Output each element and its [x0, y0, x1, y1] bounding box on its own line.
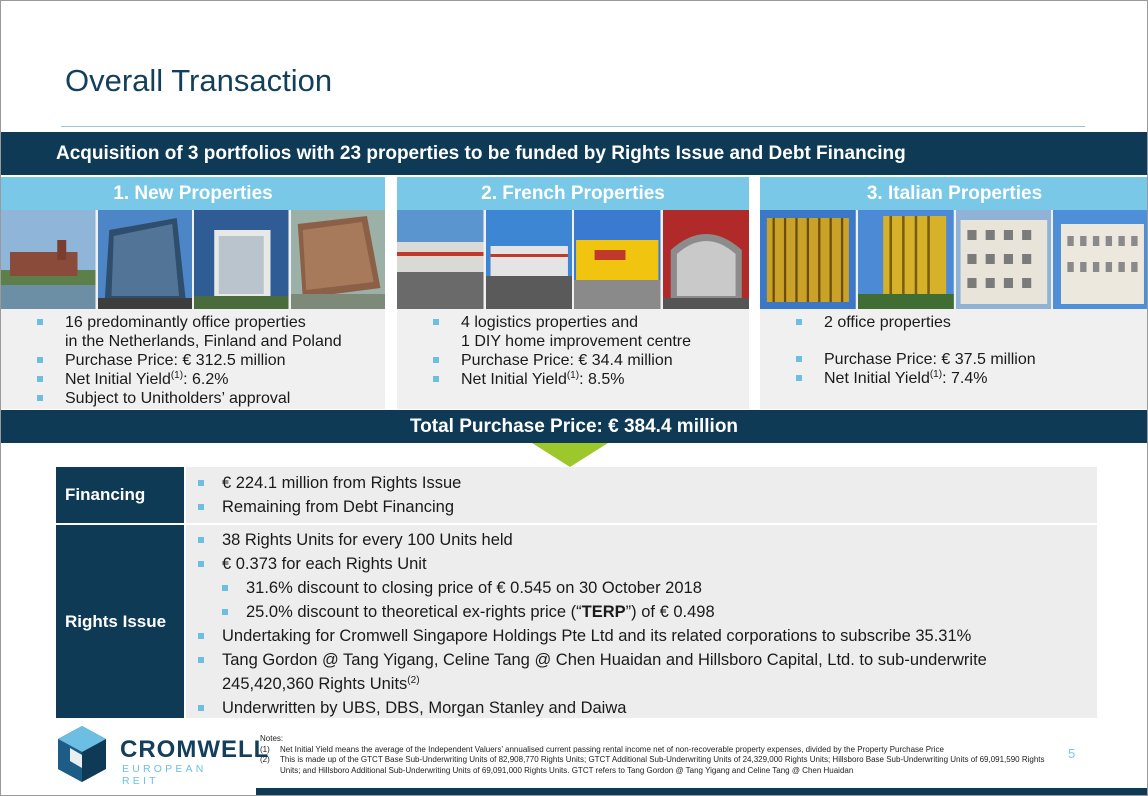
portfolio-bullets: 16 predominantly office properties in th… [1, 309, 385, 408]
cromwell-cube-icon [58, 726, 106, 782]
list-item: Purchase Price: € 34.4 million [433, 351, 741, 370]
cromwell-logo: CROMWELL EUROPEAN REIT [56, 724, 268, 787]
headline-banner: Acquisition of 3 portfolios with 23 prop… [1, 132, 1147, 175]
portfolio-new-properties: 1. New Properties [1, 177, 385, 409]
list-item: in the Netherlands, Finland and Poland [65, 333, 342, 350]
building-photo [485, 210, 572, 309]
bullet-icon [796, 375, 802, 381]
logo-subtitle: EUROPEAN REIT [122, 763, 207, 787]
bullet-icon [37, 357, 43, 363]
list-item: Net Initial Yield(1): 7.4% [796, 369, 1141, 388]
list-item: 38 Rights Units for every 100 Units held [198, 528, 1089, 552]
financing-label: Financing [56, 467, 184, 523]
list-item: Purchase Price: € 37.5 million [796, 350, 1141, 369]
list-item: Net Initial Yield(1): 8.5% [433, 370, 741, 389]
list-item: Undertaking for Cromwell Singapore Holdi… [198, 624, 1089, 648]
portfolio-french-properties: 2. French Properties [397, 177, 749, 409]
list-item: 1 DIY home improvement centre [461, 333, 692, 350]
financing-details: € 224.1 million from Rights Issue Remain… [186, 467, 1097, 523]
logo-wordmark: CROMWELL [120, 736, 270, 763]
footer-bar [256, 788, 1147, 795]
building-photo [397, 210, 484, 309]
portfolio-bullets: 4 logistics properties and 1 DIY home im… [397, 309, 749, 389]
portfolio-heading: 1. New Properties [1, 177, 385, 210]
footnote-2: (2) This is made up of the GTCT Base Sub-… [260, 755, 1045, 775]
photo-strip [397, 210, 749, 309]
list-item: 4 logistics properties and [433, 313, 741, 332]
list-item: 2 office properties [796, 313, 1141, 332]
building-photo [1, 210, 96, 309]
bullet-icon [433, 376, 439, 382]
bullet-icon [198, 480, 204, 486]
rights-issue-label: Rights Issue [56, 525, 184, 718]
photo-strip [1, 210, 385, 309]
notes-heading: Notes: [260, 734, 284, 743]
building-photo [97, 210, 192, 309]
building-photo [662, 210, 749, 309]
rights-issue-list: 38 Rights Units for every 100 Units held… [186, 525, 1097, 720]
list-spacer [796, 332, 1141, 350]
building-photo [857, 210, 954, 309]
list-item: 25.0% discount to theoretical ex-rights … [198, 600, 1089, 624]
portfolio-italian-properties: 3. Italian Properties [760, 177, 1147, 409]
bullet-icon [198, 705, 204, 711]
bullet-icon [198, 537, 204, 543]
building-photo [574, 210, 661, 309]
bullet-icon [37, 319, 43, 325]
bullet-icon [198, 633, 204, 639]
building-photo [290, 210, 385, 309]
list-item: Remaining from Debt Financing [198, 495, 1089, 519]
list-item: Subject to Unitholders’ approval [37, 389, 377, 408]
bullet-icon [222, 585, 228, 591]
list-item: 16 predominantly office properties [37, 313, 377, 332]
building-photo [760, 210, 856, 309]
list-item: € 0.373 for each Rights Unit [198, 552, 1089, 576]
title-divider [61, 126, 1085, 127]
footnote-1: (1) Net Initial Yield means the average o… [260, 744, 944, 754]
bullet-icon [796, 356, 802, 362]
bullet-icon [198, 561, 204, 567]
list-item: Tang Gordon @ Tang Yigang, Celine Tang @… [198, 648, 1089, 672]
rights-issue-details: 38 Rights Units for every 100 Units held… [186, 525, 1097, 718]
bullet-icon [198, 657, 204, 663]
bullet-icon [433, 357, 439, 363]
photo-strip [760, 210, 1147, 309]
total-purchase-banner: Total Purchase Price: € 384.4 million [1, 410, 1147, 443]
list-item: Purchase Price: € 312.5 million [37, 351, 377, 370]
list-item: 31.6% discount to closing price of € 0.5… [198, 576, 1089, 600]
list-item: 245,420,360 Rights Units(2) [222, 675, 420, 693]
building-photo [955, 210, 1052, 309]
page-title: Overall Transaction [65, 63, 333, 98]
bullet-icon [198, 504, 204, 510]
bullet-icon [796, 319, 802, 325]
page-number: 5 [1068, 746, 1076, 761]
bullet-icon [222, 609, 228, 615]
list-item: € 224.1 million from Rights Issue [198, 471, 1089, 495]
list-item: Underwritten by UBS, DBS, Morgan Stanley… [198, 696, 1089, 720]
list-item: Net Initial Yield(1): 6.2% [37, 370, 377, 389]
building-photo [1053, 210, 1147, 309]
financing-list: € 224.1 million from Rights Issue Remain… [186, 467, 1097, 519]
footnotes: Notes: (1) Net Initial Yield means the av… [260, 734, 1060, 776]
bullet-icon [37, 395, 43, 401]
building-photo [194, 210, 289, 309]
down-arrow-icon [532, 443, 608, 467]
bullet-icon [433, 319, 439, 325]
portfolio-bullets: 2 office properties Purchase Price: € 37… [760, 309, 1147, 388]
portfolio-heading: 3. Italian Properties [760, 177, 1147, 210]
bullet-icon [37, 376, 43, 382]
portfolio-heading: 2. French Properties [397, 177, 749, 210]
